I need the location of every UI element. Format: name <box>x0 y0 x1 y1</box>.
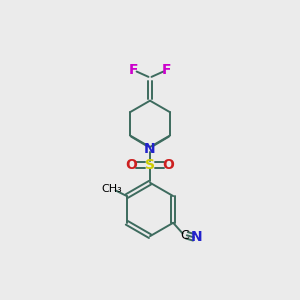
Text: O: O <box>163 158 174 172</box>
Text: N: N <box>191 230 203 244</box>
Text: CH₃: CH₃ <box>101 184 122 194</box>
Text: F: F <box>129 63 138 77</box>
Text: N: N <box>144 142 156 155</box>
Text: C: C <box>180 229 189 242</box>
Text: O: O <box>126 158 137 172</box>
Text: S: S <box>145 158 155 172</box>
Text: F: F <box>162 63 171 77</box>
